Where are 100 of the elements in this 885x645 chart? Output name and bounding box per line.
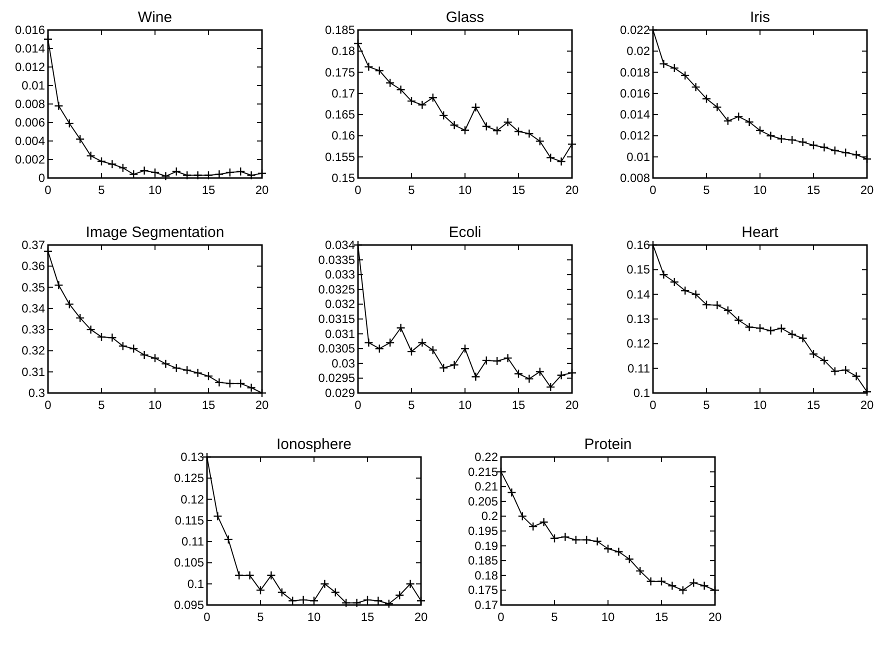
y-tick-label: 0	[38, 171, 46, 185]
x-tick-label: 20	[255, 183, 269, 197]
y-tick-label: 0.008	[620, 171, 650, 185]
x-tick-label: 15	[806, 398, 820, 412]
x-tick-label: 20	[255, 398, 269, 412]
x-tick-label: 5	[551, 610, 558, 624]
y-tick-label: 0.018	[620, 65, 650, 80]
chart-title: Glass	[446, 9, 484, 26]
y-tick-label: 0.0305	[318, 342, 356, 356]
y-tick-label: 0.32	[22, 344, 46, 358]
y-tick-label: 0.34	[22, 301, 46, 316]
y-tick-label: 0.002	[14, 152, 46, 166]
y-tick-label: 0.012	[620, 128, 650, 143]
x-tick-label: 20	[414, 610, 428, 624]
y-tick-label: 0.014	[14, 42, 46, 56]
chart-title: Heart	[742, 224, 780, 241]
y-tick-label: 0.004	[14, 134, 46, 148]
y-tick-label: 0.022	[620, 23, 650, 37]
y-tick-label: 0.22	[474, 450, 498, 464]
x-tick-label: 10	[601, 610, 615, 624]
y-tick-label: 0.008	[14, 97, 46, 111]
x-tick-label: 10	[148, 183, 162, 197]
y-tick-label: 0.12	[180, 492, 204, 506]
x-tick-label: 10	[753, 398, 767, 412]
y-tick-label: 0.18	[474, 568, 498, 582]
x-tick-label: 5	[703, 398, 710, 412]
y-tick-label: 0.01	[626, 150, 650, 164]
y-tick-label: 0.31	[22, 364, 46, 379]
x-tick-label: 15	[360, 610, 374, 624]
x-tick-label: 15	[654, 610, 668, 624]
y-tick-label: 0.012	[14, 60, 46, 74]
y-tick-label: 0.205	[468, 494, 498, 508]
x-tick-label: 10	[307, 610, 321, 624]
x-tick-label: 5	[257, 610, 264, 624]
y-tick-label: 0.16	[332, 128, 356, 143]
y-tick-label: 0.35	[22, 280, 46, 294]
y-tick-label: 0.17	[332, 86, 356, 100]
y-tick-label: 0.15	[332, 171, 356, 185]
y-tick-label: 0.185	[324, 23, 356, 37]
x-tick-label: 15	[512, 398, 526, 412]
y-tick-label: 0.14	[626, 287, 650, 302]
y-tick-label: 0.1	[187, 576, 204, 591]
y-tick-label: 0.029	[324, 386, 356, 400]
x-tick-label: 15	[806, 183, 820, 197]
y-tick-label: 0.13	[626, 312, 650, 326]
y-tick-label: 0.18	[332, 44, 356, 58]
y-tick-label: 0.195	[468, 524, 498, 538]
y-tick-label: 0.0315	[318, 312, 356, 326]
x-tick-label: 10	[458, 398, 472, 412]
y-tick-label: 0.37	[22, 238, 46, 252]
y-tick-label: 0.21	[474, 480, 498, 494]
y-tick-label: 0.175	[324, 65, 356, 80]
y-tick-label: 0.03	[332, 356, 356, 370]
x-tick-label: 5	[703, 183, 710, 197]
y-tick-label: 0.115	[174, 513, 204, 528]
y-tick-label: 0.125	[174, 471, 204, 486]
chart-title: Iris	[750, 9, 770, 26]
y-tick-label: 0.165	[324, 108, 356, 122]
y-tick-label: 0.15	[626, 262, 650, 277]
y-tick-label: 0.016	[620, 86, 650, 100]
chart-title: Ionosphere	[276, 436, 352, 453]
y-tick-label: 0.16	[626, 238, 650, 252]
x-tick-label: 15	[202, 398, 216, 412]
x-tick-label: 5	[408, 398, 416, 412]
y-tick-label: 0.095	[174, 598, 204, 612]
y-tick-label: 0.215	[468, 464, 498, 479]
x-tick-label: 10	[458, 183, 472, 197]
y-tick-label: 0.19	[474, 538, 498, 553]
x-tick-label: 15	[512, 183, 526, 197]
x-tick-label: 20	[860, 398, 874, 412]
y-tick-label: 0.175	[468, 583, 498, 598]
y-tick-label: 0.006	[14, 116, 46, 130]
y-tick-label: 0.155	[324, 150, 356, 164]
chart-title: Ecoli	[448, 224, 482, 241]
y-tick-label: 0.11	[628, 361, 650, 376]
y-tick-label: 0.0295	[318, 371, 356, 386]
x-tick-label: 20	[565, 398, 579, 412]
x-tick-label: 10	[148, 398, 162, 412]
x-tick-label: 15	[202, 183, 216, 197]
y-tick-label: 0.016	[14, 23, 46, 37]
y-tick-label: 0.2	[481, 509, 498, 524]
y-tick-label: 0.33	[22, 322, 46, 337]
x-tick-label: 20	[860, 183, 874, 197]
x-tick-label: 10	[753, 183, 767, 197]
y-tick-label: 0.185	[468, 554, 498, 568]
chart-title: Image Segmentation	[86, 224, 224, 241]
y-tick-label: 0.13	[180, 450, 204, 464]
y-tick-label: 0.11	[182, 534, 204, 549]
y-tick-label: 0.02	[626, 44, 650, 58]
y-tick-label: 0.031	[324, 326, 356, 341]
y-tick-label: 0.17	[474, 598, 498, 612]
y-tick-label: 0.014	[620, 108, 650, 122]
x-tick-label: 20	[565, 183, 579, 197]
chart-title: Wine	[138, 9, 172, 26]
y-tick-label: 0.0325	[318, 282, 356, 296]
x-tick-label: 5	[98, 398, 106, 412]
y-tick-label: 0.1	[633, 386, 650, 400]
y-tick-label: 0.3	[28, 386, 46, 400]
y-tick-label: 0.034	[324, 238, 356, 252]
y-tick-label: 0.033	[324, 268, 356, 282]
